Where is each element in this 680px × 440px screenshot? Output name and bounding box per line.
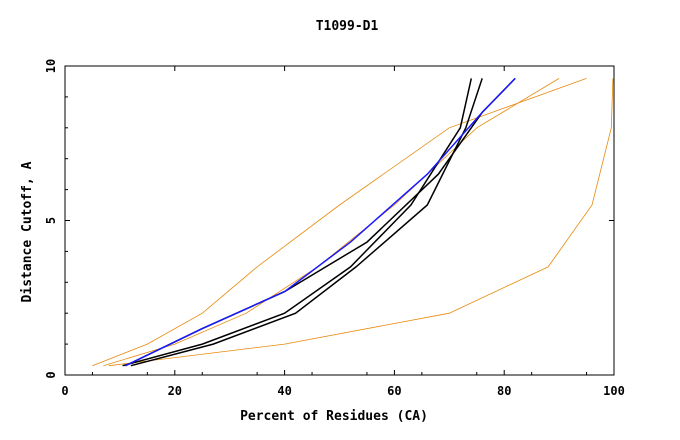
curve-bundle <box>92 78 614 367</box>
series-line-6 <box>125 77 516 367</box>
x-axis-label: Percent of Residues (CA) <box>240 409 428 424</box>
x-tick-label: 60 <box>387 384 401 398</box>
x-tick-label: 80 <box>497 384 511 398</box>
x-tick-label: 100 <box>603 384 625 398</box>
y-tick-label: 0 <box>44 371 58 378</box>
series-line-4 <box>122 78 473 367</box>
x-tick-label: 20 <box>168 384 182 398</box>
x-axis: 0 20 40 60 80 100 <box>61 66 625 398</box>
series-line-0 <box>92 78 587 367</box>
highlighted-curves <box>122 77 516 367</box>
series-line-3 <box>125 77 516 367</box>
x-tick-label: 40 <box>277 384 291 398</box>
plot-frame <box>64 65 615 376</box>
series-line-2 <box>108 78 614 367</box>
series-line-1 <box>103 78 560 367</box>
y-axis-label: Distance Cutoff, A <box>20 161 35 302</box>
series-line-5 <box>130 78 483 367</box>
chart-title: T1099-D1 <box>316 19 379 34</box>
y-axis: 0 5 10 <box>44 59 614 379</box>
y-tick-label: 10 <box>44 59 58 73</box>
y-tick-label: 5 <box>44 217 58 224</box>
x-tick-label: 0 <box>61 384 68 398</box>
